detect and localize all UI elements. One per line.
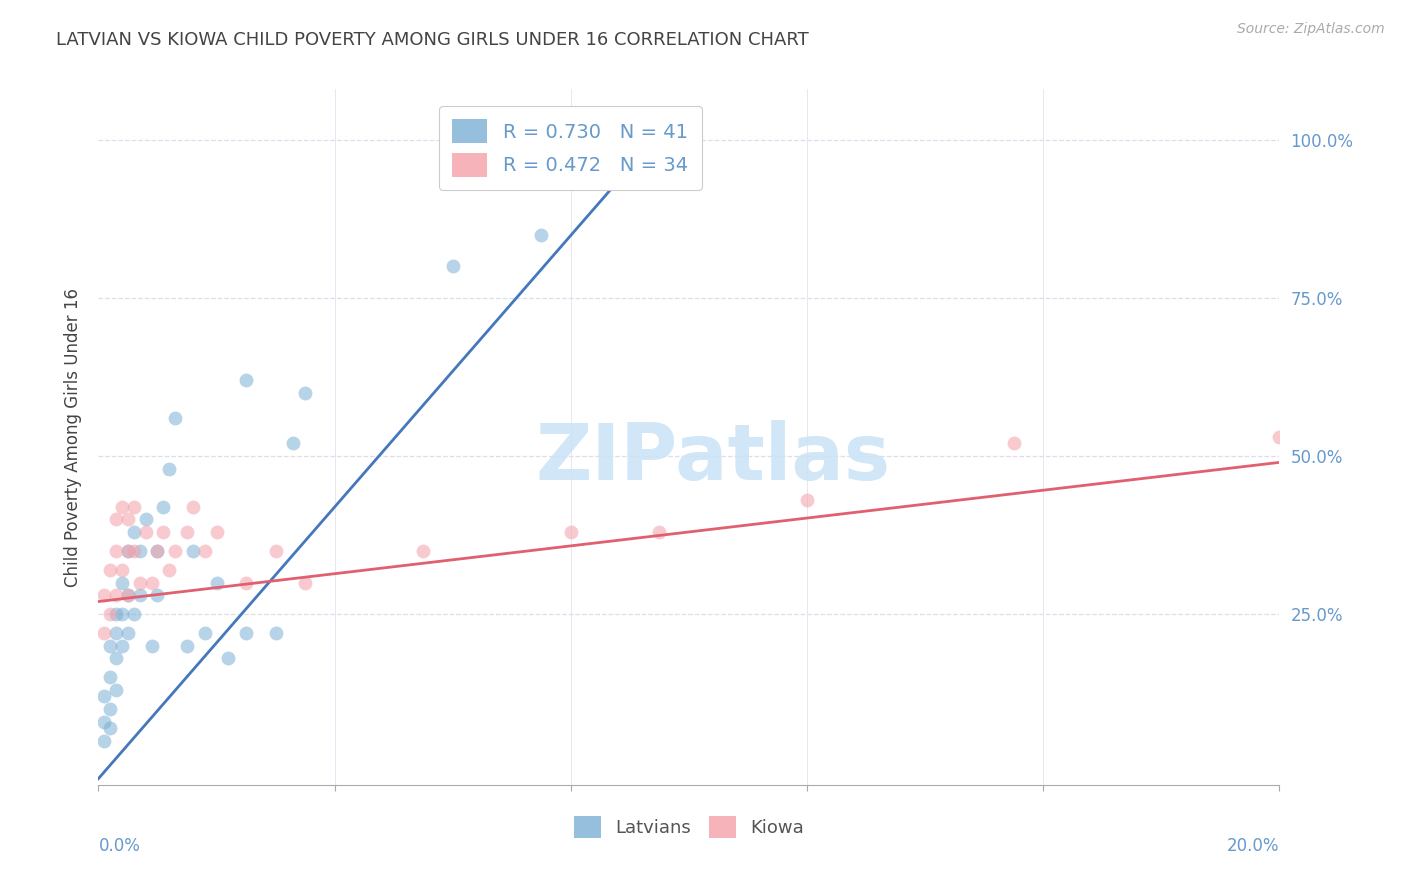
- Point: [128, 544, 150, 558]
- Point: [105, 544, 128, 558]
- Text: ZIPatlas: ZIPatlas: [536, 420, 890, 496]
- Point: [93, 714, 115, 729]
- Point: [176, 524, 198, 539]
- Text: 20.0%: 20.0%: [1227, 837, 1279, 855]
- Point: [146, 588, 169, 602]
- Point: [194, 626, 217, 640]
- Y-axis label: Child Poverty Among Girls Under 16: Child Poverty Among Girls Under 16: [63, 287, 82, 587]
- Text: Source: ZipAtlas.com: Source: ZipAtlas.com: [1237, 22, 1385, 37]
- Point: [157, 461, 180, 475]
- Point: [1268, 430, 1291, 444]
- Point: [105, 512, 128, 526]
- Point: [93, 690, 115, 704]
- Point: [294, 575, 316, 590]
- Point: [217, 651, 239, 665]
- Point: [128, 588, 150, 602]
- Point: [117, 512, 139, 526]
- Point: [294, 385, 316, 400]
- Point: [235, 373, 257, 387]
- Point: [98, 563, 121, 577]
- Point: [648, 524, 671, 539]
- Point: [152, 524, 174, 539]
- Point: [264, 544, 287, 558]
- Point: [93, 733, 115, 747]
- Point: [141, 575, 163, 590]
- Point: [157, 563, 180, 577]
- Text: 0.0%: 0.0%: [98, 837, 141, 855]
- Point: [146, 544, 169, 558]
- Point: [181, 544, 204, 558]
- Point: [181, 500, 204, 514]
- Point: [165, 544, 187, 558]
- Point: [146, 544, 169, 558]
- Point: [117, 588, 139, 602]
- Point: [98, 702, 121, 716]
- Point: [93, 588, 115, 602]
- Point: [105, 588, 128, 602]
- Point: [619, 133, 641, 147]
- Point: [205, 575, 228, 590]
- Point: [412, 544, 434, 558]
- Point: [283, 436, 305, 450]
- Point: [117, 588, 139, 602]
- Point: [1002, 436, 1025, 450]
- Point: [122, 607, 145, 622]
- Point: [530, 227, 553, 242]
- Point: [98, 607, 121, 622]
- Point: [105, 607, 128, 622]
- Point: [135, 512, 157, 526]
- Legend: Latvians, Kiowa: Latvians, Kiowa: [567, 809, 811, 846]
- Point: [98, 721, 121, 735]
- Text: LATVIAN VS KIOWA CHILD POVERTY AMONG GIRLS UNDER 16 CORRELATION CHART: LATVIAN VS KIOWA CHILD POVERTY AMONG GIR…: [56, 31, 808, 49]
- Point: [105, 626, 128, 640]
- Point: [111, 607, 134, 622]
- Point: [122, 544, 145, 558]
- Point: [98, 670, 121, 684]
- Point: [117, 544, 139, 558]
- Point: [235, 626, 257, 640]
- Point: [176, 639, 198, 653]
- Point: [98, 639, 121, 653]
- Point: [105, 683, 128, 698]
- Point: [152, 500, 174, 514]
- Point: [105, 651, 128, 665]
- Point: [128, 575, 150, 590]
- Point: [111, 639, 134, 653]
- Point: [111, 500, 134, 514]
- Point: [117, 626, 139, 640]
- Point: [194, 544, 217, 558]
- Point: [111, 575, 134, 590]
- Point: [796, 493, 818, 508]
- Point: [264, 626, 287, 640]
- Point: [205, 524, 228, 539]
- Point: [235, 575, 257, 590]
- Point: [560, 524, 582, 539]
- Point: [117, 544, 139, 558]
- Point: [122, 524, 145, 539]
- Point: [141, 639, 163, 653]
- Point: [441, 260, 464, 274]
- Point: [122, 500, 145, 514]
- Point: [93, 626, 115, 640]
- Point: [111, 563, 134, 577]
- Point: [165, 411, 187, 425]
- Point: [135, 524, 157, 539]
